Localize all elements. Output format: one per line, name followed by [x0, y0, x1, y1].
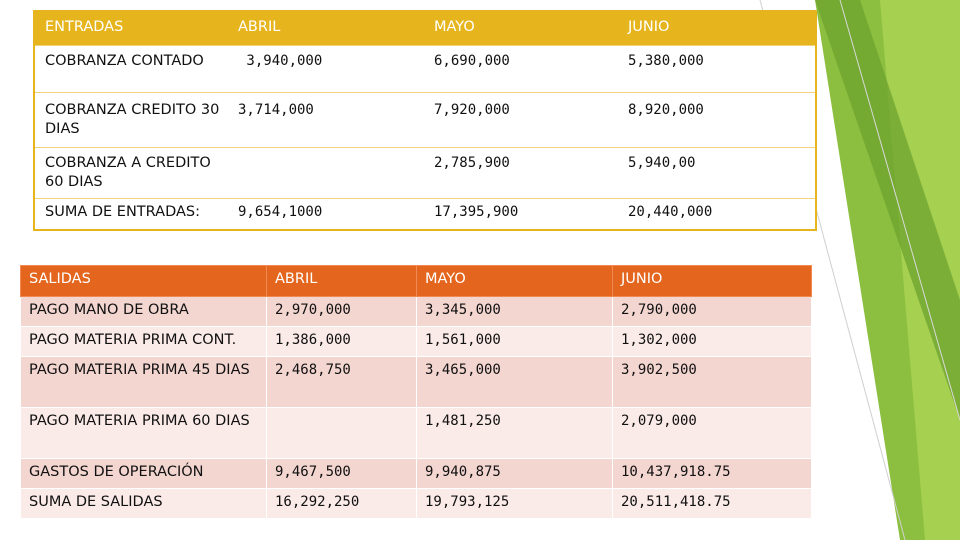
- cell-abril: 3,714,000: [228, 92, 424, 148]
- cell-abril: 9,467,500: [266, 458, 417, 489]
- cell-junio: 2,790,000: [612, 296, 812, 327]
- cell-junio: 2,079,000: [612, 407, 812, 459]
- table-row: SUMA DE ENTRADAS: 9,654,1000 17,395,900 …: [34, 198, 816, 230]
- cell-junio: 8,920,000: [618, 92, 816, 148]
- cell-mayo: 19,793,125: [416, 488, 613, 519]
- cell-junio: 20,440,000: [618, 198, 816, 230]
- row-label: SUMA DE SALIDAS: [20, 488, 267, 519]
- row-label: PAGO MATERIA PRIMA 45 DIAS: [20, 356, 267, 408]
- entradas-table: ENTRADAS ABRIL MAYO JUNIO COBRANZA CONTA…: [33, 10, 817, 231]
- salidas-header-mayo: MAYO: [416, 265, 613, 297]
- cell-abril: 16,292,250: [266, 488, 417, 519]
- cell-abril: 1,386,000: [266, 326, 417, 357]
- cell-junio: 10,437,918.75: [612, 458, 812, 489]
- table-row: PAGO MATERIA PRIMA CONT. 1,386,000 1,561…: [20, 326, 812, 357]
- cell-abril: 2,468,750: [266, 356, 417, 408]
- cell-abril: 2,970,000: [266, 296, 417, 327]
- cell-mayo: 6,690,000: [424, 45, 618, 93]
- cell-mayo: 17,395,900: [424, 198, 618, 230]
- cell-junio: 20,511,418.75: [612, 488, 812, 519]
- cell-mayo: 3,465,000: [416, 356, 613, 408]
- cell-junio: 3,902,500: [612, 356, 812, 408]
- table-row: PAGO MANO DE OBRA 2,970,000 3,345,000 2,…: [20, 296, 812, 327]
- cell-junio: 1,302,000: [612, 326, 812, 357]
- row-label: GASTOS DE OPERACIÓN: [20, 458, 267, 489]
- cell-junio: 5,940,00: [618, 147, 816, 199]
- entradas-header-label: ENTRADAS: [34, 11, 228, 46]
- entradas-header-junio: JUNIO: [618, 11, 816, 46]
- cell-mayo: 1,481,250: [416, 407, 613, 459]
- salidas-header-row: SALIDAS ABRIL MAYO JUNIO: [20, 265, 812, 297]
- table-row: PAGO MATERIA PRIMA 45 DIAS 2,468,750 3,4…: [20, 356, 812, 408]
- table-row: GASTOS DE OPERACIÓN 9,467,500 9,940,875 …: [20, 458, 812, 489]
- row-label: SUMA DE ENTRADAS:: [34, 198, 228, 230]
- salidas-header-junio: JUNIO: [612, 265, 812, 297]
- table-row: COBRANZA A CREDITO 60 DIAS 2,785,900 5,9…: [34, 147, 816, 199]
- salidas-table: SALIDAS ABRIL MAYO JUNIO PAGO MANO DE OB…: [20, 265, 812, 519]
- cell-mayo: 3,345,000: [416, 296, 613, 327]
- cell-abril: [228, 147, 424, 199]
- cell-mayo: 9,940,875: [416, 458, 613, 489]
- cell-abril: 9,654,1000: [228, 198, 424, 230]
- row-label: PAGO MATERIA PRIMA CONT.: [20, 326, 267, 357]
- cell-mayo: 7,920,000: [424, 92, 618, 148]
- table-row: COBRANZA CREDITO 30 DIAS 3,714,000 7,920…: [34, 92, 816, 148]
- salidas-header-label: SALIDAS: [20, 265, 267, 297]
- row-label: PAGO MANO DE OBRA: [20, 296, 267, 327]
- thin-line-2: [839, 0, 960, 421]
- row-label: PAGO MATERIA PRIMA 60 DIAS: [20, 407, 267, 459]
- entradas-header-row: ENTRADAS ABRIL MAYO JUNIO: [34, 11, 816, 46]
- entradas-header-abril: ABRIL: [228, 11, 424, 46]
- cell-mayo: 2,785,900: [424, 147, 618, 199]
- row-label: COBRANZA A CREDITO 60 DIAS: [34, 147, 228, 199]
- green-shape-mid: [815, 0, 960, 420]
- table-row: SUMA DE SALIDAS 16,292,250 19,793,125 20…: [20, 488, 812, 519]
- cell-abril: [266, 407, 417, 459]
- cell-mayo: 1,561,000: [416, 326, 613, 357]
- salidas-header-abril: ABRIL: [266, 265, 417, 297]
- entradas-header-mayo: MAYO: [424, 11, 618, 46]
- row-label: COBRANZA CONTADO: [34, 45, 228, 93]
- cell-junio: 5,380,000: [618, 45, 816, 93]
- cell-abril: 3,940,000: [228, 45, 424, 93]
- table-row: COBRANZA CONTADO 3,940,000 6,690,000 5,3…: [34, 45, 816, 93]
- row-label: COBRANZA CREDITO 30 DIAS: [34, 92, 228, 148]
- table-row: PAGO MATERIA PRIMA 60 DIAS 1,481,250 2,0…: [20, 407, 812, 459]
